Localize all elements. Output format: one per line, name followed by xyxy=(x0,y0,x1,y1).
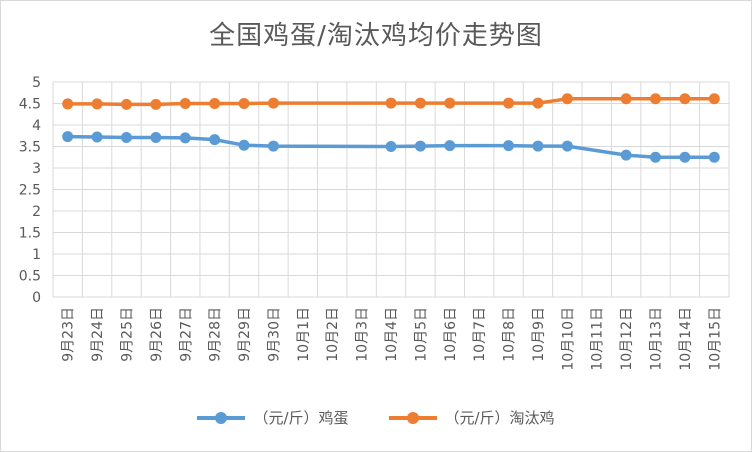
legend-swatch-egg xyxy=(197,411,246,424)
x-tick-label-20: 10月13日 xyxy=(649,307,665,371)
series-1-point-0 xyxy=(62,98,74,110)
legend-marker-culled-hen xyxy=(406,411,419,424)
y-tick-label-10: 5 xyxy=(32,75,41,91)
x-tick-label-18: 10月11日 xyxy=(590,307,606,371)
x-tick-label-15: 10月8日 xyxy=(502,307,518,362)
x-tick-label-0: 9月23日 xyxy=(61,307,77,362)
series-1-point-16 xyxy=(532,97,544,109)
series-1-point-4 xyxy=(179,98,191,109)
y-tick-label-6: 3 xyxy=(32,161,41,177)
y-tick-label-1: 0.5 xyxy=(19,269,41,285)
series-1-point-7 xyxy=(267,97,279,109)
series-0-point-16 xyxy=(532,140,544,152)
series-1-point-2 xyxy=(120,98,132,110)
x-tick-label-3: 9月26日 xyxy=(149,307,165,362)
series-1-point-13 xyxy=(444,97,456,109)
x-tick-label-22: 10月15日 xyxy=(707,307,723,371)
x-tick-label-19: 10月12日 xyxy=(619,307,635,371)
series-0-point-13 xyxy=(444,140,456,152)
x-tick-label-13: 10月6日 xyxy=(443,307,459,362)
chart-title: 全国鸡蛋/淘汰鸡均价走势图 xyxy=(209,21,543,51)
x-tick-label-16: 10月9日 xyxy=(531,307,547,362)
series-0-point-20 xyxy=(650,151,662,163)
series-1-point-5 xyxy=(209,98,221,109)
series-0-point-1 xyxy=(91,131,103,143)
series-0-point-21 xyxy=(679,151,691,163)
series-1-point-21 xyxy=(679,93,691,105)
series-1-point-20 xyxy=(650,93,662,105)
series-0-point-0 xyxy=(62,131,74,143)
series-1-point-1 xyxy=(91,98,103,110)
x-tick-label-2: 9月25日 xyxy=(119,307,135,362)
y-tick-label-7: 3.5 xyxy=(19,140,41,156)
x-tick-label-21: 10月14日 xyxy=(678,307,694,371)
x-tick-label-4: 9月27日 xyxy=(178,307,194,362)
y-tick-label-9: 4.5 xyxy=(19,97,41,113)
x-tick-label-1: 9月24日 xyxy=(90,307,106,362)
series-0-point-6 xyxy=(238,139,250,151)
series-0-point-22 xyxy=(708,151,720,163)
x-tick-label-8: 10月1日 xyxy=(296,307,312,362)
legend-item-culled-hen: （元/斤）淘汰鸡 xyxy=(388,407,555,428)
legend-item-egg: （元/斤）鸡蛋 xyxy=(197,407,349,428)
legend-swatch-culled-hen xyxy=(388,411,437,424)
series-0-point-15 xyxy=(503,140,515,152)
x-tick-label-6: 9月29日 xyxy=(237,307,253,362)
legend-marker-egg xyxy=(215,411,228,424)
series-1-point-11 xyxy=(385,97,397,109)
y-tick-label-3: 1.5 xyxy=(19,226,41,242)
series-1-point-15 xyxy=(503,97,515,109)
y-tick-label-0: 0 xyxy=(32,290,41,306)
y-tick-label-8: 4 xyxy=(32,118,41,134)
x-tick-label-14: 10月7日 xyxy=(472,307,488,362)
x-tick-label-11: 10月4日 xyxy=(384,307,400,362)
x-tick-label-7: 9月30日 xyxy=(266,307,282,362)
y-tick-label-4: 2 xyxy=(32,204,41,220)
series-0-point-3 xyxy=(150,131,162,143)
series-1-point-19 xyxy=(620,93,632,105)
x-tick-label-5: 9月28日 xyxy=(208,307,224,362)
series-1-point-12 xyxy=(414,97,426,109)
x-tick-label-12: 10月5日 xyxy=(413,307,429,362)
legend: （元/斤）鸡蛋 （元/斤）淘汰鸡 xyxy=(1,407,751,428)
legend-label-egg: （元/斤）鸡蛋 xyxy=(253,409,349,427)
y-tick-label-2: 1 xyxy=(32,247,41,263)
series-0-point-11 xyxy=(385,141,397,152)
x-tick-label-17: 10月10日 xyxy=(560,307,576,371)
series-0-point-5 xyxy=(209,134,221,146)
series-0-point-17 xyxy=(561,140,573,152)
legend-label-culled-hen: （元/斤）淘汰鸡 xyxy=(444,409,555,427)
series-0-point-12 xyxy=(414,140,426,152)
y-tick-label-5: 2.5 xyxy=(19,183,41,199)
series-0-point-2 xyxy=(120,131,132,143)
x-tick-label-10: 10月3日 xyxy=(355,307,371,362)
series-0-point-7 xyxy=(267,140,279,152)
x-tick-label-9: 10月2日 xyxy=(325,307,341,362)
series-1-point-17 xyxy=(561,93,573,105)
series-1-point-22 xyxy=(708,93,720,105)
series-0-point-4 xyxy=(179,132,191,144)
series-1-point-6 xyxy=(238,98,250,109)
series-0-point-19 xyxy=(620,149,632,161)
series-1-point-3 xyxy=(150,98,162,110)
